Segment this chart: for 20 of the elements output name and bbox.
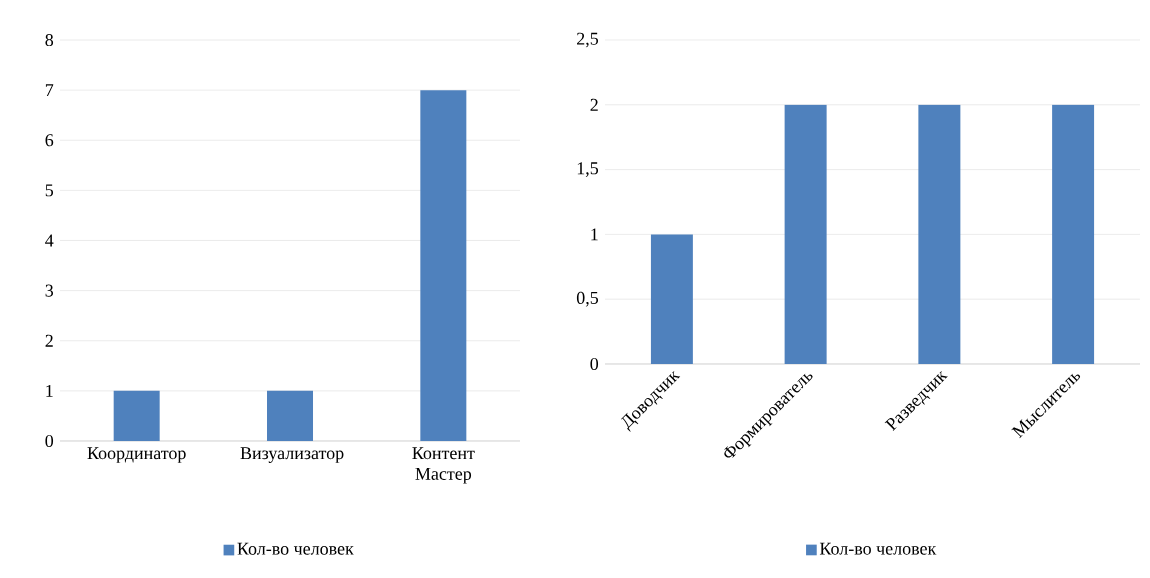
y-tick-label: 0	[45, 434, 54, 448]
y-tick-label: 1	[46, 384, 53, 397]
x-tick-label: Контент Мастер	[412, 447, 475, 484]
y-tick-label: 2	[590, 98, 598, 111]
y-tick-label: 5	[45, 184, 54, 197]
legend-label: Кол-во человек	[237, 542, 354, 555]
y-tick-label: 7	[45, 84, 54, 97]
y-tick-label: 1,5	[577, 162, 599, 177]
y-tick-label: 0	[590, 357, 599, 371]
x-tick-label: Визуализатор	[240, 447, 344, 463]
y-tick-label: 6	[45, 134, 54, 147]
y-tick-label: 2,5	[577, 32, 599, 48]
y-tick-label: 2	[45, 334, 53, 347]
x-tick-label: Координатор	[87, 447, 186, 463]
y-tick-label: 3	[45, 284, 54, 297]
legend-label: Кол-во человек	[819, 542, 937, 555]
y-tick-label: 4	[45, 234, 54, 247]
y-tick-label: 1	[591, 228, 598, 241]
y-tick-label: 8	[45, 33, 54, 47]
y-tick-label: 0,5	[576, 291, 599, 307]
